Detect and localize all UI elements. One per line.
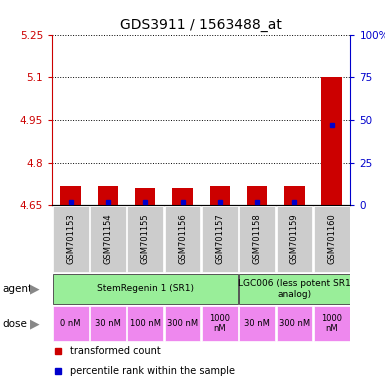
Bar bbox=[202, 206, 238, 272]
Text: GSM701159: GSM701159 bbox=[290, 214, 299, 264]
Text: GSM701154: GSM701154 bbox=[104, 214, 112, 264]
Bar bbox=[90, 306, 126, 341]
Bar bbox=[284, 185, 305, 205]
Text: percentile rank within the sample: percentile rank within the sample bbox=[70, 366, 235, 376]
Bar bbox=[209, 185, 230, 205]
Text: LGC006 (less potent SR1
analog): LGC006 (less potent SR1 analog) bbox=[238, 279, 351, 299]
Bar bbox=[276, 206, 312, 272]
Text: 0 nM: 0 nM bbox=[60, 319, 81, 328]
Bar bbox=[239, 206, 275, 272]
Text: 30 nM: 30 nM bbox=[244, 319, 270, 328]
Text: dose: dose bbox=[2, 318, 27, 329]
Text: GSM701158: GSM701158 bbox=[253, 214, 262, 265]
Bar bbox=[239, 306, 275, 341]
Text: ▶: ▶ bbox=[30, 283, 40, 295]
Bar bbox=[60, 185, 81, 205]
Text: GSM701156: GSM701156 bbox=[178, 214, 187, 265]
Text: GSM701153: GSM701153 bbox=[66, 214, 75, 265]
Bar bbox=[165, 206, 201, 272]
Bar bbox=[321, 77, 342, 205]
Text: GSM701160: GSM701160 bbox=[327, 214, 336, 265]
Title: GDS3911 / 1563488_at: GDS3911 / 1563488_at bbox=[120, 18, 282, 32]
Bar bbox=[98, 185, 118, 205]
Bar bbox=[53, 306, 89, 341]
Bar bbox=[239, 274, 350, 304]
Bar bbox=[127, 306, 163, 341]
Text: 30 nM: 30 nM bbox=[95, 319, 121, 328]
Bar bbox=[53, 274, 238, 304]
Text: GSM701155: GSM701155 bbox=[141, 214, 150, 264]
Text: 1000
nM: 1000 nM bbox=[321, 314, 342, 333]
Bar bbox=[247, 185, 267, 205]
Bar bbox=[53, 206, 89, 272]
Text: 300 nM: 300 nM bbox=[167, 319, 198, 328]
Text: 100 nM: 100 nM bbox=[130, 319, 161, 328]
Bar bbox=[90, 206, 126, 272]
Text: 300 nM: 300 nM bbox=[279, 319, 310, 328]
Bar bbox=[165, 306, 201, 341]
Bar bbox=[276, 306, 312, 341]
Text: GSM701157: GSM701157 bbox=[215, 214, 224, 265]
Bar bbox=[314, 206, 350, 272]
Bar bbox=[172, 189, 193, 205]
Text: ▶: ▶ bbox=[30, 317, 40, 330]
Bar bbox=[202, 306, 238, 341]
Text: transformed count: transformed count bbox=[70, 346, 161, 356]
Bar bbox=[135, 189, 156, 205]
Text: StemRegenin 1 (SR1): StemRegenin 1 (SR1) bbox=[97, 285, 194, 293]
Text: 1000
nM: 1000 nM bbox=[209, 314, 230, 333]
Bar bbox=[314, 306, 350, 341]
Text: agent: agent bbox=[2, 284, 32, 294]
Bar bbox=[127, 206, 163, 272]
